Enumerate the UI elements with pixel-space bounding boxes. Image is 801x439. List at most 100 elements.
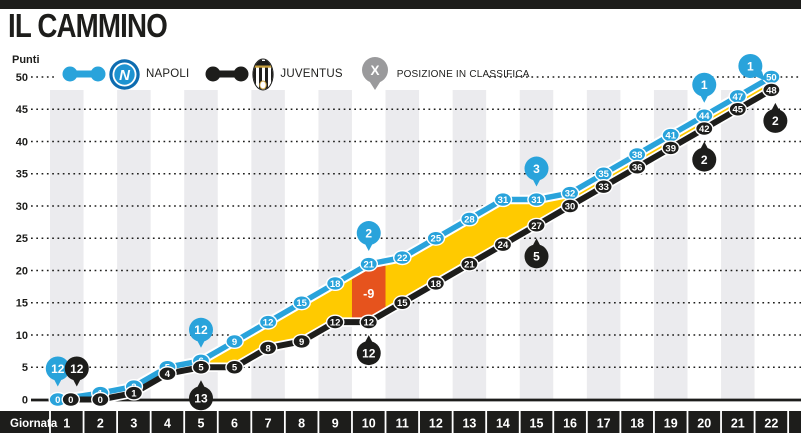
position-pin-symbol: X (370, 63, 379, 78)
x-axis-separator (787, 411, 790, 433)
x-axis-separator (552, 411, 555, 433)
x-axis-separator (351, 411, 353, 433)
napoli-marker-value: 25 (431, 234, 442, 245)
napoli-position-pin (524, 156, 549, 181)
juventus-position-pin (188, 386, 213, 411)
napoli-marker-value: 35 (598, 169, 609, 180)
juventus-marker-value: 15 (397, 298, 408, 309)
position-pin-value: 2 (701, 153, 708, 167)
top-bar (0, 0, 801, 9)
position-pin-value: 1 (701, 78, 708, 92)
napoli-legend-label: NAPOLI (146, 68, 190, 80)
juventus-position-pin (692, 147, 717, 172)
position-pin-value: 3 (533, 162, 540, 176)
x-axis-separator (317, 411, 320, 433)
bg-stripe (117, 90, 151, 400)
napoli-marker (460, 211, 479, 227)
juventus-marker (762, 82, 781, 98)
juventus-marker-value: 24 (498, 240, 509, 251)
x-axis-separator (283, 411, 286, 433)
position-pin-value: 12 (362, 346, 376, 360)
x-tick-label: 16 (563, 417, 577, 431)
napoli-marker-value: 21 (363, 259, 374, 270)
x-axis-separator (216, 411, 219, 433)
page-title: IL CAMMINO (8, 7, 168, 44)
x-tick-label: 21 (731, 417, 745, 431)
juventus-marker (191, 359, 211, 375)
x-tick-label: 11 (396, 417, 409, 431)
juventus-crest-icon (252, 58, 274, 90)
napoli-marker (527, 191, 546, 208)
position-pin-value: 2 (365, 226, 372, 240)
bg-stripe (385, 90, 420, 400)
napoli-position-pin (738, 54, 763, 78)
juventus-position-pin (356, 341, 381, 366)
juventus-marker (728, 101, 748, 117)
juventus-marker-value: 0 (98, 395, 103, 406)
napoli-marker-value: 31 (498, 195, 509, 206)
juventus-marker-value: 1 (131, 388, 137, 399)
napoli-marker-value: 31 (531, 195, 542, 206)
juventus-marker-value: 5 (198, 363, 204, 374)
x-tick-label: 18 (630, 417, 644, 431)
juventus-marker-value: 21 (464, 259, 475, 270)
bg-stripe (318, 90, 352, 400)
x-tick-label: 2 (97, 417, 104, 431)
x-axis-separator (686, 411, 689, 433)
x-axis-separator (418, 411, 420, 433)
x-axis-separator (384, 411, 387, 433)
juventus-position-pin (524, 244, 549, 269)
legend-item-napoli: N NAPOLI (62, 58, 205, 90)
napoli-marker (359, 256, 379, 272)
napoli-marker-value: 38 (632, 150, 643, 161)
juventus-marker-value: 27 (531, 221, 542, 232)
juventus-legend-label: JUVENTUS (280, 68, 343, 80)
y-tick-label: 20 (16, 265, 28, 277)
juventus-marker-value: 48 (766, 85, 777, 96)
juventus-marker-value: 39 (665, 143, 676, 154)
juventus-marker (61, 391, 81, 408)
napoli-marker-value: 28 (464, 214, 475, 225)
y-tick-label: 10 (16, 330, 28, 342)
juventus-marker (493, 237, 513, 253)
y-tick-label: 25 (16, 233, 28, 245)
x-tick-label: 7 (265, 417, 272, 431)
y-tick-label: 30 (16, 201, 28, 213)
napoli-line (55, 74, 775, 403)
juventus-marker-value: 12 (330, 318, 341, 329)
legend-item-juventus: JUVENTUS (205, 58, 360, 91)
x-axis-separator (250, 411, 253, 433)
x-tick-label: 10 (362, 417, 376, 431)
x-axis-separator (82, 411, 85, 433)
juventus-marker (258, 340, 278, 356)
juventus-marker-value: 8 (265, 343, 270, 354)
juventus-marker (527, 217, 546, 233)
x-tick-label: 22 (764, 417, 778, 431)
y-axis-title: Punti (12, 54, 40, 66)
position-pin-icon: X (361, 57, 388, 90)
x-axis-separator (585, 411, 588, 433)
position-legend-label: POSIZIONE IN CLASSIFICA (396, 68, 530, 80)
x-axis-separator (451, 411, 454, 433)
napoli-marker (225, 333, 244, 350)
x-tick-label: 4 (164, 417, 171, 431)
juventus-marker (594, 179, 613, 195)
x-axis-separator (485, 411, 488, 433)
x-axis-separator (183, 411, 186, 433)
juventus-marker (392, 295, 412, 311)
position-pin-value: 1 (747, 59, 754, 73)
napoli-position-pin (692, 72, 717, 97)
juventus-position-pin (64, 356, 89, 381)
juventus-marker (124, 385, 144, 401)
x-axis-bar (0, 411, 801, 433)
juventus-marker-value: 33 (598, 182, 609, 193)
x-axis-separator (653, 411, 655, 433)
position-pin-value: 12 (51, 362, 65, 376)
napoli-marker-value: 50 (766, 72, 777, 83)
juventus-marker (694, 121, 714, 137)
position-pin-value: 12 (194, 323, 208, 337)
juventus-marker (627, 159, 647, 175)
napoli-marker-value: 32 (565, 189, 576, 200)
y-tick-label: 15 (16, 298, 28, 310)
